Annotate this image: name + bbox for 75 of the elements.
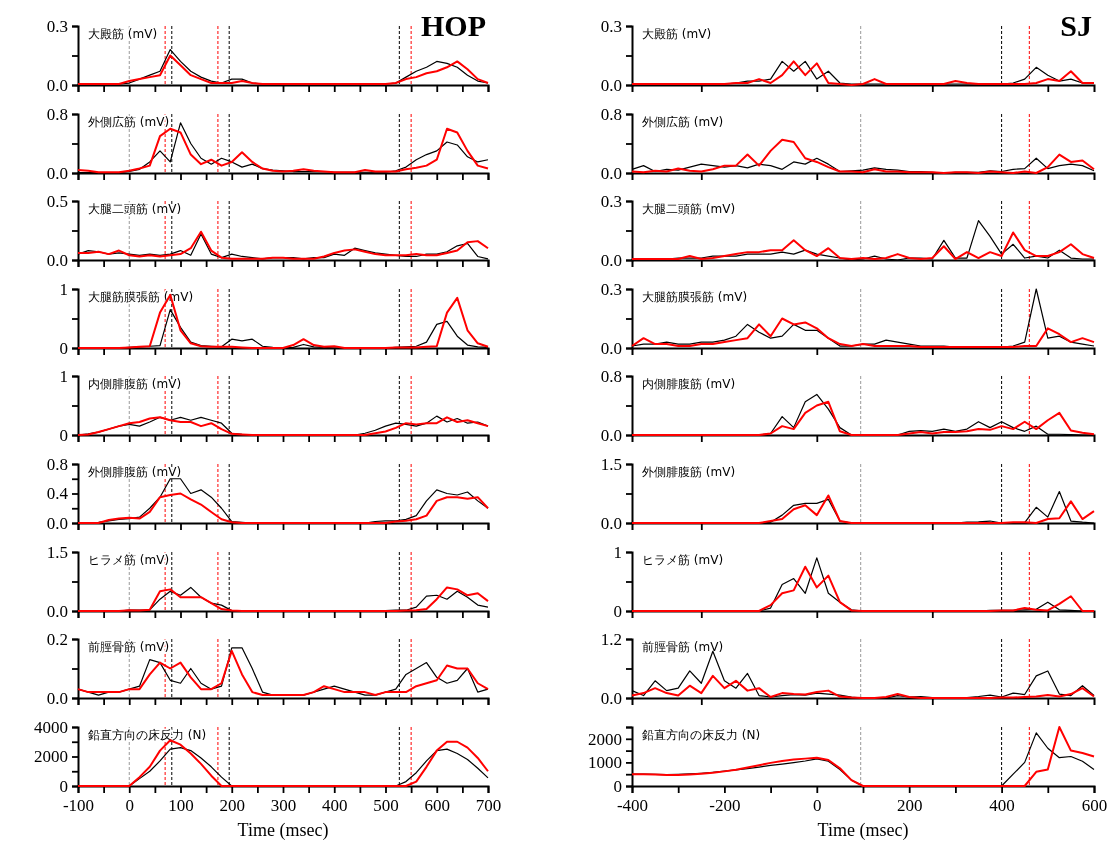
y-tick-label: 0.3 (46, 16, 68, 36)
y-tick-label: 0.8 (46, 454, 68, 474)
y-axis-title: 内側腓腹筋 (mV) (642, 377, 736, 391)
x-tick-label: -100 (62, 796, 95, 816)
y-tick-label: 0.2 (46, 629, 68, 649)
y-tick-label: 0.3 (600, 191, 622, 211)
y-tick-label: 0.0 (46, 75, 68, 95)
y-tick-label: 0.0 (600, 250, 622, 270)
y-axis-title: 大殿筋 (mV) (88, 27, 158, 41)
y-axis-title: 大殿筋 (mV) (642, 27, 712, 41)
y-tick-label: 1000 (588, 753, 622, 773)
y-axis-title: 鉛直方向の床反力 (N) (88, 728, 207, 742)
chart-title: HOP (421, 9, 486, 42)
y-tick-label: 0.0 (46, 250, 68, 270)
x-tick-label: 600 (424, 796, 450, 816)
y-tick-label: 1.2 (600, 629, 622, 649)
x-tick-label: 600 (1081, 796, 1108, 816)
x-tick-label: 100 (168, 796, 194, 816)
x-tick-label: 300 (270, 796, 297, 816)
y-tick-label: 0.0 (46, 688, 68, 708)
x-tick-label: 400 (989, 796, 1015, 816)
y-tick-label: 0.0 (600, 163, 622, 183)
x-tick-label: 0 (125, 796, 134, 816)
y-tick-label: 1 (59, 279, 68, 299)
y-axis-title: 大腿二頭筋 (mV) (88, 202, 182, 216)
y-tick-label: 0.0 (46, 163, 68, 183)
y-axis-title: 外側広筋 (mV) (88, 115, 170, 129)
y-tick-label: 0 (613, 776, 622, 796)
y-tick-label: 0.0 (600, 425, 622, 445)
y-tick-label: 0.3 (600, 279, 622, 299)
x-axis-title: Time (msec) (237, 820, 329, 841)
y-tick-label: 1 (59, 366, 68, 386)
y-tick-label: 0.0 (46, 601, 68, 621)
y-tick-label: 2000 (588, 729, 622, 749)
y-tick-label: 0.8 (46, 104, 68, 124)
y-axis-title: 外側腓腹筋 (mV) (88, 465, 182, 479)
chart-title: SJ (1060, 9, 1092, 42)
y-axis-title: 内側腓腹筋 (mV) (88, 377, 182, 391)
x-tick-label: 500 (373, 796, 399, 816)
x-tick-label: 200 (219, 796, 245, 816)
y-tick-label: 2000 (34, 747, 68, 767)
y-axis-title: ヒラメ筋 (mV) (88, 553, 170, 567)
y-tick-label: 0.0 (600, 338, 622, 358)
x-tick-label: -400 (616, 796, 649, 816)
y-axis-title: 前脛骨筋 (mV) (642, 640, 724, 654)
x-tick-label: -200 (709, 796, 741, 816)
y-tick-label: 0.8 (600, 366, 622, 386)
y-tick-label: 0.8 (600, 104, 622, 124)
y-tick-label: 0.0 (600, 688, 622, 708)
y-tick-label: 0 (613, 601, 622, 621)
y-tick-label: 1.5 (600, 454, 622, 474)
x-tick-label: 200 (896, 796, 923, 816)
y-tick-label: 1.5 (46, 542, 68, 562)
y-tick-label: 0.0 (600, 75, 622, 95)
x-tick-label: 0 (813, 796, 822, 816)
x-axis-title: Time (msec) (817, 820, 909, 841)
y-tick-label: 0 (59, 338, 68, 358)
x-tick-label: 400 (322, 796, 348, 816)
y-axis-title: 鉛直方向の床反力 (N) (642, 728, 761, 742)
y-tick-label: 0.0 (46, 513, 68, 533)
y-tick-label: 0.4 (46, 484, 69, 504)
y-tick-label: 4000 (34, 717, 68, 737)
y-axis-title: 大腿二頭筋 (mV) (642, 202, 736, 216)
y-axis-title: 外側腓腹筋 (mV) (642, 465, 736, 479)
x-tick-label: 700 (475, 796, 502, 816)
y-axis-title: 大腿筋膜張筋 (mV) (642, 290, 748, 304)
y-axis-title: 外側広筋 (mV) (642, 115, 724, 129)
y-tick-label: 0 (59, 425, 68, 445)
y-axis-title: 前脛骨筋 (mV) (88, 640, 170, 654)
y-tick-label: 0 (59, 776, 68, 796)
y-tick-label: 0.0 (600, 513, 622, 533)
y-tick-label: 0.5 (46, 191, 68, 211)
y-tick-label: 0.3 (600, 16, 622, 36)
y-axis-title: ヒラメ筋 (mV) (642, 553, 724, 567)
y-tick-label: 1 (613, 542, 622, 562)
